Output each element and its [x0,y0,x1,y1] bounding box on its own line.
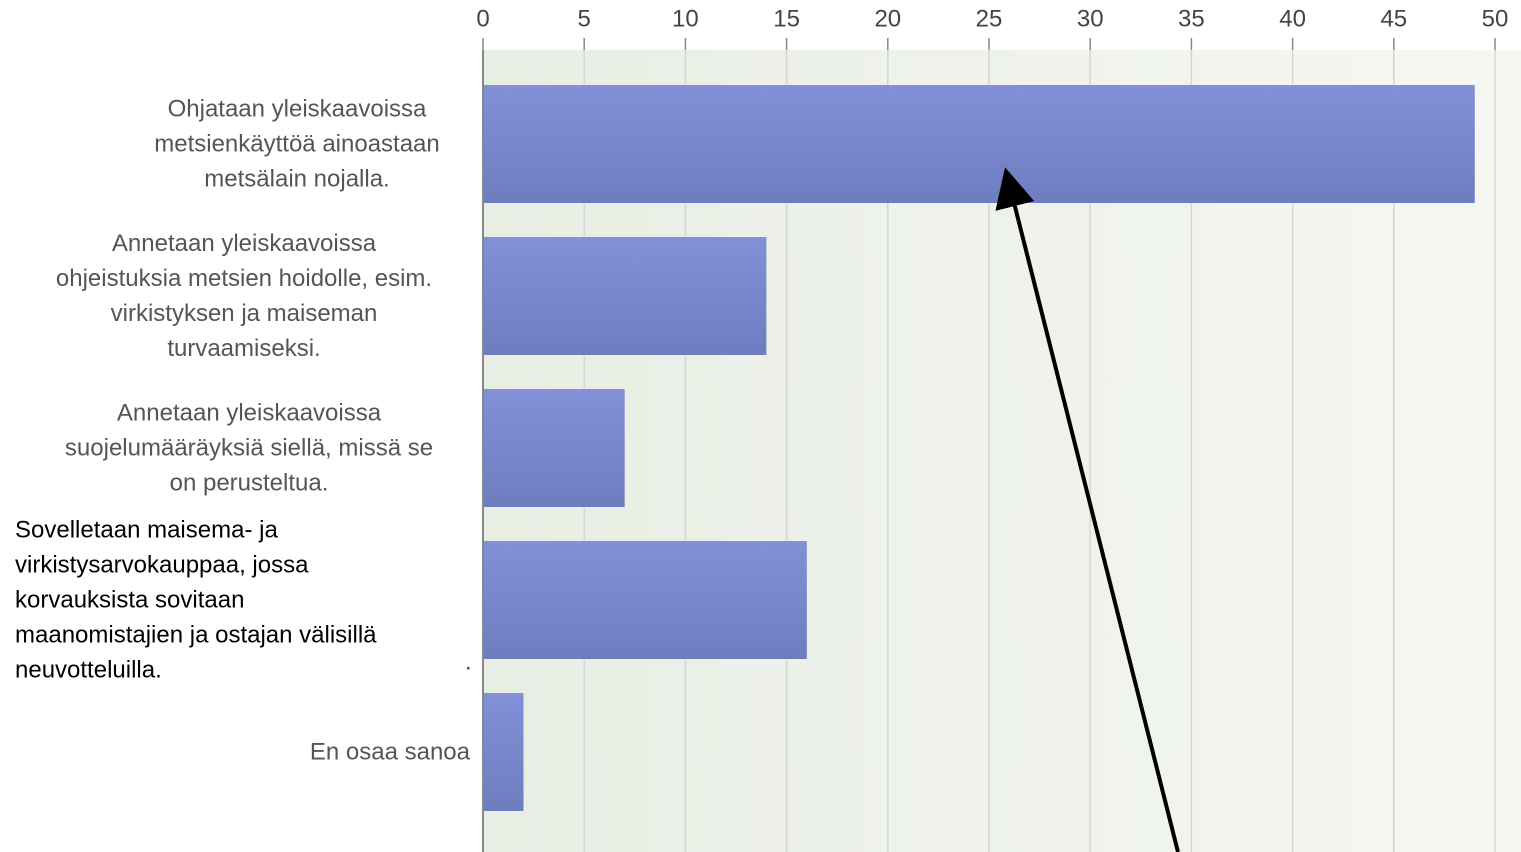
bar [483,693,524,811]
annotation: . [465,648,472,675]
x-tick-label: 45 [1380,5,1407,32]
category-label: Sovelletaan maisema- ja virkistysarvokau… [15,516,377,684]
x-tick-label: 25 [976,5,1003,32]
category-label: En osaa sanoa [309,738,470,766]
x-tick-label: 5 [578,5,591,32]
bar [483,389,625,507]
category-label: Annetaan yleiskaavoissa ohjeistuksia met… [55,230,433,362]
bar [483,85,1475,203]
x-tick-label: 20 [874,5,901,32]
category-label: Ohjataan yleiskaavoissa metsienkäyttöä a… [154,95,440,193]
bar [483,541,807,659]
x-tick-label: 40 [1279,5,1306,32]
bar [483,237,767,355]
x-tick-label: 50 [1482,5,1509,32]
x-tick-label: 15 [773,5,800,32]
x-tick-label: 35 [1178,5,1205,32]
x-tick-label: 10 [672,5,699,32]
x-tick-label: 0 [476,5,489,32]
category-label: Annetaan yleiskaavoissa suojelumääräyksi… [64,399,434,497]
x-tick-label: 30 [1077,5,1104,32]
arrow [995,167,1180,852]
